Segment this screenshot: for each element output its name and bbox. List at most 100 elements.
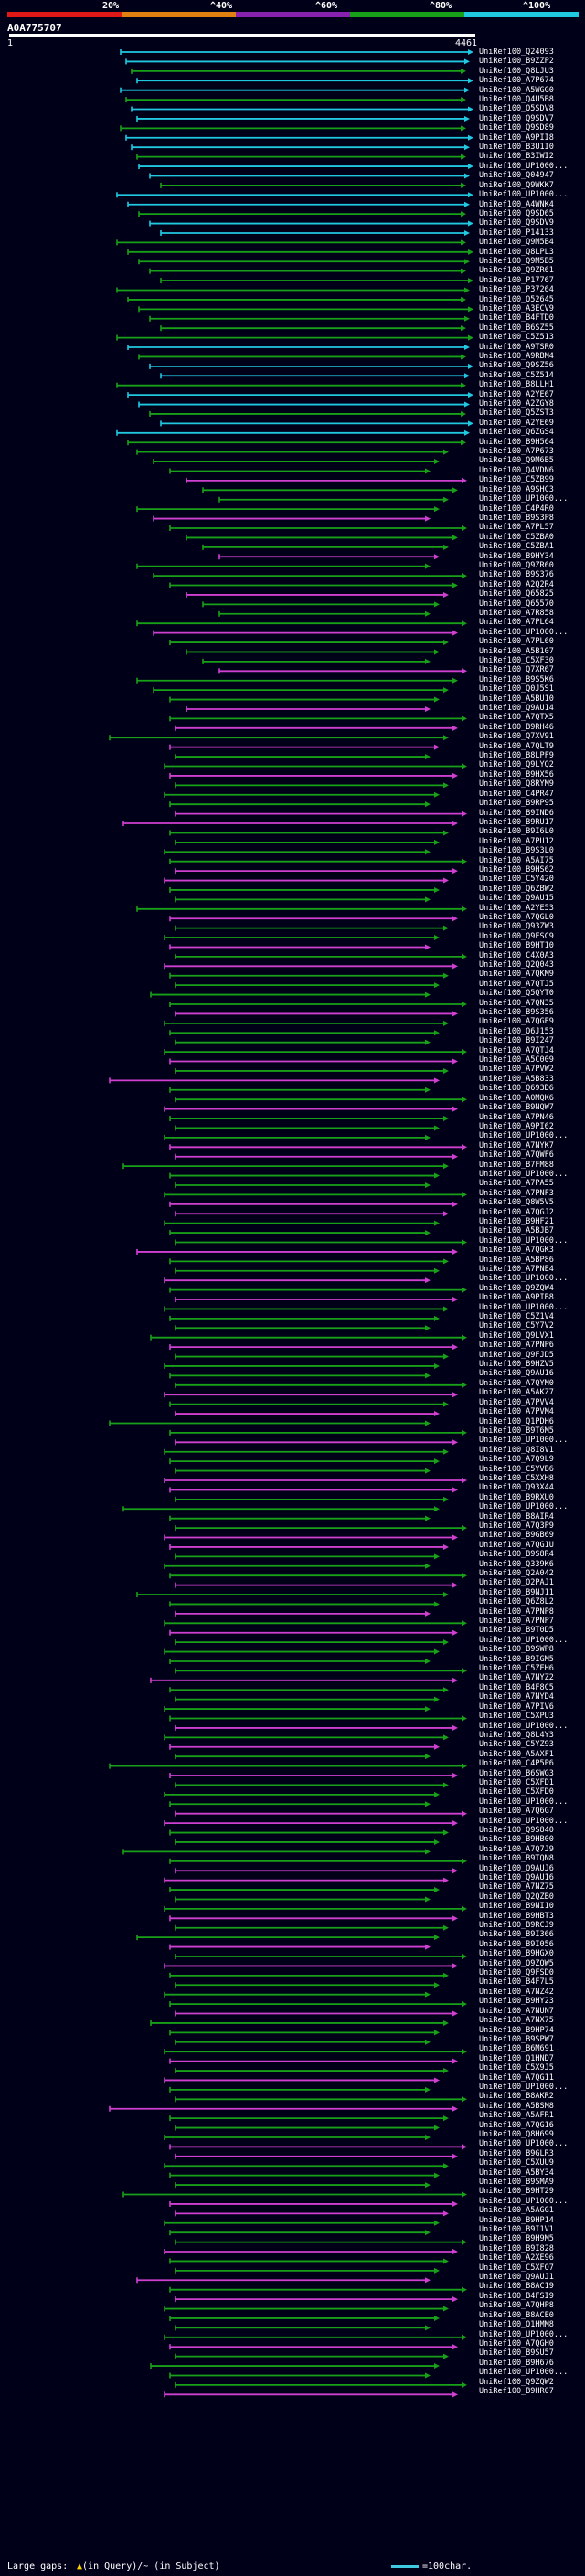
hit-label[interactable]: UniRef100_A2YE69 <box>479 418 554 428</box>
hit-label[interactable]: UniRef100_A7QTJ4 <box>479 1045 554 1055</box>
hit-label[interactable]: UniRef100_Q9AUJ1 <box>479 2273 554 2283</box>
hit-label[interactable]: UniRef100_B9SPW7 <box>479 2034 554 2044</box>
hit-alignment-row[interactable] <box>138 306 473 313</box>
hit-label[interactable]: UniRef100_A5AXF1 <box>479 1749 554 1759</box>
hit-label[interactable]: UniRef100_C5XXH8 <box>479 1473 554 1483</box>
hit-label[interactable]: UniRef100_B4FSI9 <box>479 2291 554 2301</box>
hit-label[interactable]: UniRef100_B9S376 <box>479 570 554 580</box>
hit-label[interactable]: UniRef100_B9HP14 <box>479 2215 554 2225</box>
hit-alignment-row[interactable] <box>131 144 470 151</box>
hit-label[interactable]: UniRef100_A7QTX5 <box>479 713 554 723</box>
hit-label[interactable]: UniRef100_A2XE96 <box>479 2253 554 2263</box>
hit-alignment-row[interactable] <box>164 2134 431 2140</box>
hit-label[interactable]: UniRef100_A7PL57 <box>479 523 554 533</box>
hit-label[interactable]: UniRef100_A7QWF6 <box>479 1150 554 1161</box>
hit-alignment-row[interactable] <box>175 2296 458 2303</box>
hit-label[interactable]: UniRef100_Q9AU16 <box>479 1369 554 1379</box>
hit-label[interactable]: UniRef100_A9PIB8 <box>479 1293 554 1303</box>
hit-label[interactable]: UniRef100_UP1000... <box>479 1274 569 1284</box>
hit-label[interactable]: UniRef100_UP1000... <box>479 627 569 637</box>
hit-alignment-row[interactable] <box>175 1353 449 1360</box>
hit-label[interactable]: UniRef100_A7NX75 <box>479 2016 554 2026</box>
hit-label[interactable]: UniRef100_B9HZV5 <box>479 1360 554 1370</box>
hit-alignment-row[interactable] <box>169 1858 467 1864</box>
hit-alignment-row[interactable] <box>153 573 467 579</box>
hit-alignment-row[interactable] <box>169 1002 467 1007</box>
hit-alignment-row[interactable] <box>218 668 467 674</box>
hit-label[interactable]: UniRef100_A7PVW2 <box>479 1065 554 1075</box>
hit-alignment-row[interactable] <box>150 1677 458 1683</box>
hit-alignment-row[interactable] <box>169 1629 458 1636</box>
hit-alignment-row[interactable] <box>136 115 470 122</box>
hit-label[interactable]: UniRef100_B9HR07 <box>479 2386 554 2396</box>
hit-label[interactable]: UniRef100_B9SWP8 <box>479 1645 554 1655</box>
hit-alignment-row[interactable] <box>109 1420 431 1426</box>
hit-alignment-row[interactable] <box>186 649 440 655</box>
hit-alignment-row[interactable] <box>169 2344 458 2350</box>
hit-alignment-row[interactable] <box>175 1610 431 1617</box>
hit-label[interactable]: UniRef100_A9RBM4 <box>479 352 554 361</box>
hit-alignment-row[interactable] <box>164 935 440 941</box>
hit-label[interactable]: UniRef100_B9I056 <box>479 1939 554 1949</box>
hit-alignment-row[interactable] <box>169 830 449 836</box>
hit-label[interactable]: UniRef100_Q8L4Y3 <box>479 1730 554 1740</box>
hit-alignment-row[interactable] <box>175 2353 449 2359</box>
hit-alignment-row[interactable] <box>164 963 458 970</box>
hit-alignment-row[interactable] <box>169 2230 431 2236</box>
hit-alignment-row[interactable] <box>164 1963 458 1969</box>
hit-alignment-row[interactable] <box>116 334 473 341</box>
hit-label[interactable]: UniRef100_C4PR47 <box>479 789 554 799</box>
hit-alignment-row[interactable] <box>138 401 470 408</box>
hit-label[interactable]: UniRef100_UP1000... <box>479 1797 569 1807</box>
hit-alignment-row[interactable] <box>127 392 473 398</box>
hit-alignment-row[interactable] <box>169 1287 467 1293</box>
hit-label[interactable]: UniRef100_Q8I8V1 <box>479 1445 554 1455</box>
hit-label[interactable]: UniRef100_Q6ZBW2 <box>479 884 554 894</box>
hit-label[interactable]: UniRef100_Q8H699 <box>479 2129 554 2139</box>
hit-label[interactable]: UniRef100_A7Q6G7 <box>479 1807 554 1817</box>
hit-alignment-row[interactable] <box>169 1915 458 1922</box>
hit-label[interactable]: UniRef100_A5AGG1 <box>479 2206 554 2216</box>
hit-alignment-row[interactable] <box>149 220 473 227</box>
hit-label[interactable]: UniRef100_B9S5K6 <box>479 674 554 684</box>
hit-label[interactable]: UniRef100_B9S3P8 <box>479 513 554 523</box>
hit-alignment-row[interactable] <box>169 696 440 703</box>
hit-label[interactable]: UniRef100_B9RU17 <box>479 817 554 827</box>
hit-alignment-row[interactable] <box>175 2381 467 2388</box>
hit-alignment-row[interactable] <box>169 886 440 893</box>
hit-alignment-row[interactable] <box>164 1049 467 1055</box>
hit-alignment-row[interactable] <box>160 373 470 379</box>
hit-alignment-row[interactable] <box>175 1525 467 1532</box>
hit-alignment-row[interactable] <box>169 944 431 950</box>
hit-label[interactable]: UniRef100_B9HY23 <box>479 1997 554 2007</box>
hit-label[interactable]: UniRef100_UP1000... <box>479 1816 569 1826</box>
hit-alignment-row[interactable] <box>169 2115 449 2122</box>
hit-label[interactable]: UniRef100_A5AKZ7 <box>479 1388 554 1398</box>
hit-label[interactable]: UniRef100_P14133 <box>479 228 554 238</box>
hit-label[interactable]: UniRef100_A0MQK6 <box>479 1093 554 1103</box>
hit-label[interactable]: UniRef100_Q9FSD0 <box>479 1968 554 1978</box>
hit-alignment-row[interactable] <box>169 2372 431 2379</box>
hit-alignment-row[interactable] <box>175 1868 458 1874</box>
hit-label[interactable]: UniRef100_B9HY34 <box>479 551 554 561</box>
hit-label[interactable]: UniRef100_Q8LJU3 <box>479 66 554 76</box>
hit-alignment-row[interactable] <box>175 1782 449 1788</box>
hit-alignment-row[interactable] <box>138 354 466 360</box>
hit-alignment-row[interactable] <box>169 2144 467 2150</box>
hit-label[interactable]: UniRef100_A4WNK4 <box>479 199 554 209</box>
hit-label[interactable]: UniRef100_P17767 <box>479 275 554 285</box>
hit-label[interactable]: UniRef100_B9HT29 <box>479 2187 554 2197</box>
hit-label[interactable]: UniRef100_B9HT10 <box>479 941 554 951</box>
hit-alignment-row[interactable] <box>164 1905 467 1912</box>
hit-label[interactable]: UniRef100_B9RP95 <box>479 799 554 809</box>
hit-label[interactable]: UniRef100_Q9ZQW2 <box>479 2377 554 2387</box>
hit-label[interactable]: UniRef100_A3ECV9 <box>479 303 554 313</box>
hit-label[interactable]: UniRef100_A7QGK3 <box>479 1246 554 1256</box>
hit-alignment-row[interactable] <box>125 58 470 65</box>
hit-label[interactable]: UniRef100_A7PA55 <box>479 1179 554 1189</box>
hit-alignment-row[interactable] <box>136 2277 431 2284</box>
hit-alignment-row[interactable] <box>164 1020 449 1026</box>
hit-label[interactable]: UniRef100_Q9ZQW5 <box>479 1958 554 1968</box>
hit-alignment-row[interactable] <box>164 1192 467 1198</box>
hit-label[interactable]: UniRef100_Q9SZ56 <box>479 361 554 371</box>
